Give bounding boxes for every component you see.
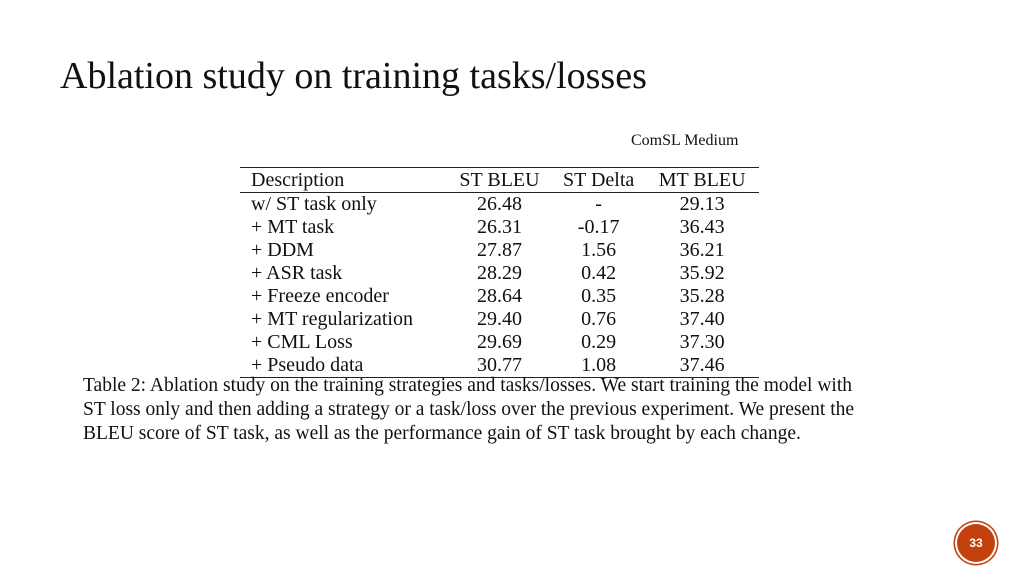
cell-description: w/ ST task only xyxy=(251,193,377,215)
cell-description: + Freeze encoder xyxy=(251,285,389,307)
table-row: + MT regularization 29.40 0.76 37.40 xyxy=(240,308,759,331)
table-header-row: Description ST BLEU ST Delta MT BLEU xyxy=(240,167,759,193)
caption-line: BLEU score of ST task, as well as the pe… xyxy=(83,423,801,444)
cell-description: + MT task xyxy=(251,216,335,238)
page-number-badge: 33 xyxy=(957,524,995,562)
table-row: + CML Loss 29.69 0.29 37.30 xyxy=(240,331,759,354)
cell-mt-bleu: 35.28 xyxy=(679,285,725,307)
table-row: + ASR task 28.29 0.42 35.92 xyxy=(240,262,759,285)
cell-mt-bleu: 37.30 xyxy=(679,331,725,353)
table-row: + MT task 26.31 -0.17 36.43 xyxy=(240,216,759,239)
cell-mt-bleu: 36.21 xyxy=(679,239,725,261)
cell-description: + DDM xyxy=(251,239,314,261)
cell-st-bleu: 29.40 xyxy=(476,308,522,330)
cell-st-bleu: 26.31 xyxy=(476,216,522,238)
cell-st-delta: 0.35 xyxy=(581,285,617,307)
cell-st-delta: 1.08 xyxy=(581,354,617,376)
ablation-table: Description ST BLEU ST Delta MT BLEU w/ … xyxy=(240,167,759,378)
cell-description: + CML Loss xyxy=(251,331,353,353)
cell-mt-bleu: 29.13 xyxy=(679,193,725,215)
cell-mt-bleu: 35.92 xyxy=(679,262,725,284)
header-mt-bleu: MT BLEU xyxy=(658,169,746,191)
header-description: Description xyxy=(251,169,345,191)
cell-st-bleu: 28.64 xyxy=(476,285,522,307)
cell-description: + MT regularization xyxy=(251,308,413,330)
cell-st-bleu: 29.69 xyxy=(476,331,522,353)
cell-description: + ASR task xyxy=(251,262,343,284)
cell-st-bleu: 30.77 xyxy=(476,354,522,376)
table-row: w/ ST task only 26.48 - 29.13 xyxy=(240,193,759,217)
cell-st-delta: -0.17 xyxy=(577,216,620,238)
header-st-bleu: ST BLEU xyxy=(459,169,540,191)
cell-st-bleu: 26.48 xyxy=(476,193,522,215)
table-subtitle: ComSL Medium xyxy=(631,132,739,149)
cell-st-delta: - xyxy=(595,193,602,215)
cell-st-bleu: 28.29 xyxy=(476,262,522,284)
cell-description: + Pseudo data xyxy=(251,354,364,376)
cell-st-delta: 0.76 xyxy=(581,308,617,330)
cell-mt-bleu: 37.40 xyxy=(679,308,725,330)
cell-st-delta: 0.29 xyxy=(581,331,617,353)
cell-st-delta: 0.42 xyxy=(581,262,617,284)
page-number: 33 xyxy=(969,536,983,550)
cell-st-bleu: 27.87 xyxy=(476,239,522,261)
table-caption: Table 2: Ablation study on the training … xyxy=(83,374,923,446)
cell-mt-bleu: 36.43 xyxy=(679,216,725,238)
table-row: + DDM 27.87 1.56 36.21 xyxy=(240,239,759,262)
caption-line: Table 2: Ablation study on the training … xyxy=(83,375,852,396)
cell-st-delta: 1.56 xyxy=(581,239,617,261)
cell-mt-bleu: 37.46 xyxy=(679,354,725,376)
header-st-delta: ST Delta xyxy=(562,169,635,191)
slide-title: Ablation study on training tasks/losses xyxy=(60,55,647,97)
table-row: + Freeze encoder 28.64 0.35 35.28 xyxy=(240,285,759,308)
caption-line: ST loss only and then adding a strategy … xyxy=(83,399,855,420)
table-row: + Pseudo data 30.77 1.08 37.46 xyxy=(240,354,759,378)
